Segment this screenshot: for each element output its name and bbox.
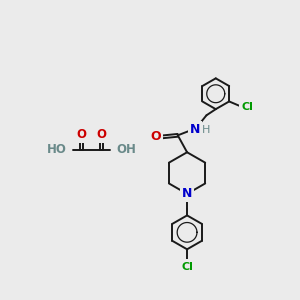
Text: OH: OH [116, 143, 136, 157]
Text: O: O [150, 130, 161, 143]
Text: HO: HO [47, 143, 67, 157]
Text: N: N [190, 123, 200, 136]
Text: N: N [182, 187, 192, 200]
Text: Cl: Cl [181, 262, 193, 272]
Text: O: O [97, 128, 107, 141]
Text: O: O [77, 128, 87, 141]
Text: Cl: Cl [242, 102, 254, 112]
Text: H: H [202, 125, 210, 135]
